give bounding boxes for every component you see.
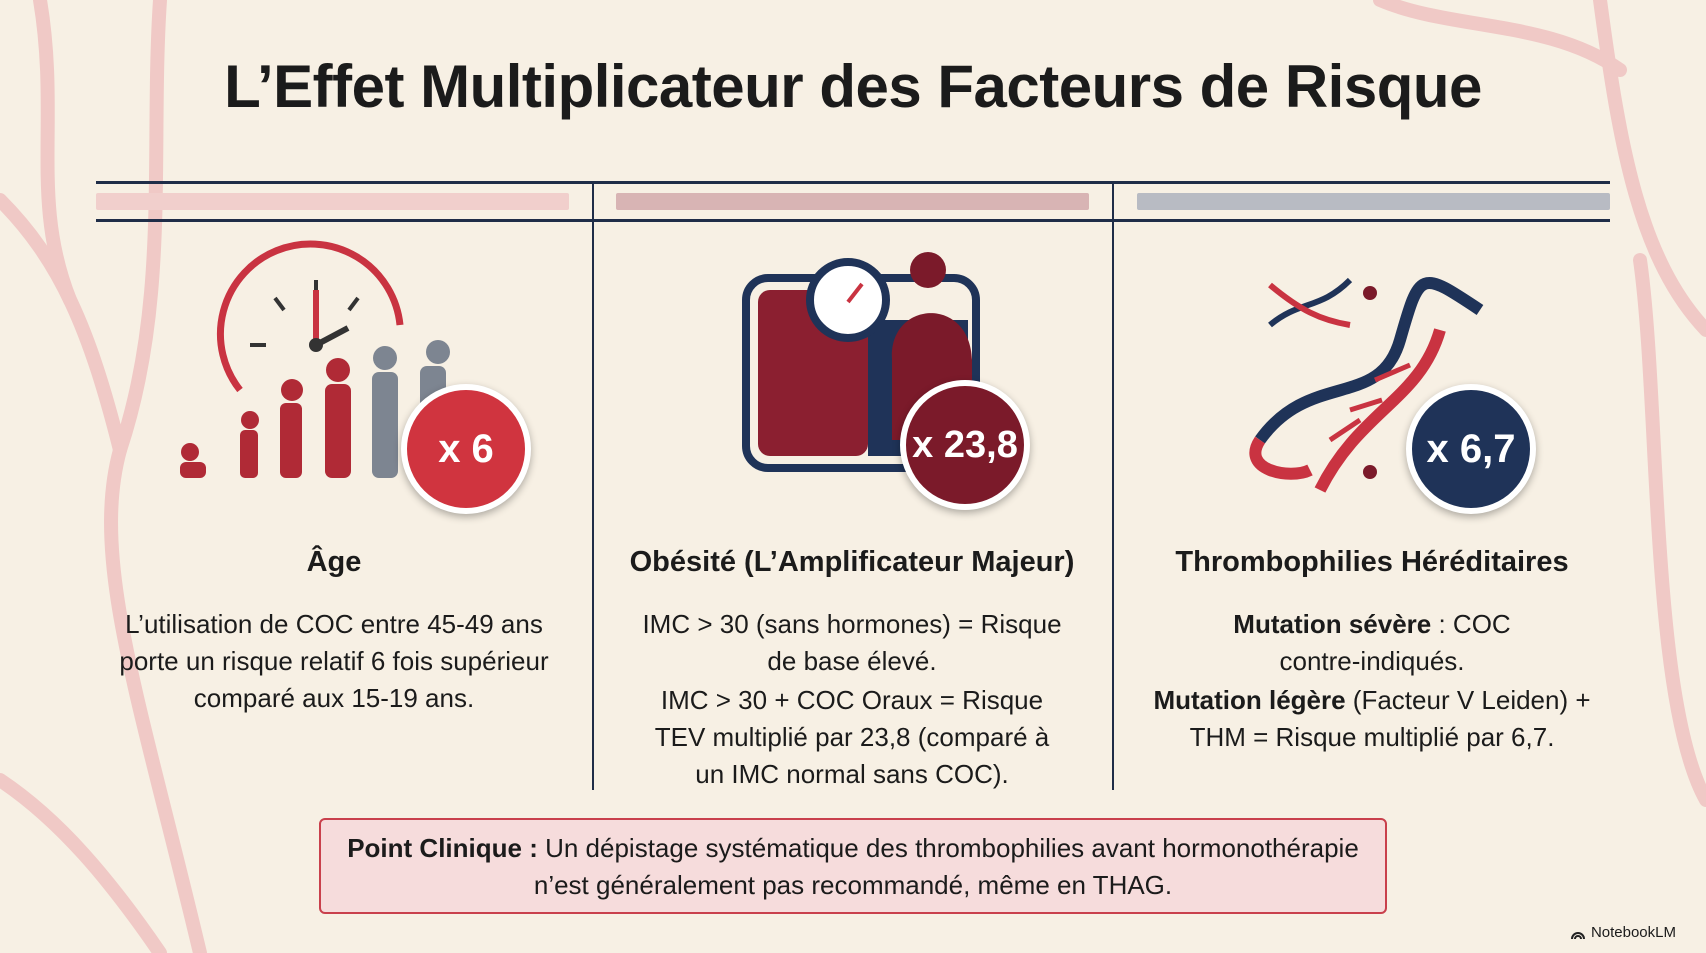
mild-mutation-label: Mutation légère bbox=[1153, 685, 1346, 715]
clinical-point-callout: Point Clinique : Un dépistage systématiq… bbox=[319, 818, 1387, 914]
obesity-column: x 23,8 bbox=[600, 240, 1110, 540]
notebooklm-icon bbox=[1570, 931, 1585, 939]
age-line: L’utilisation de COC entre 45-49 ans por… bbox=[119, 609, 549, 713]
scale-person-icon bbox=[742, 252, 980, 472]
dna-icon bbox=[1249, 277, 1484, 493]
column-divider bbox=[592, 181, 594, 790]
obesity-header-bar bbox=[616, 193, 1089, 210]
thrombo-heading: Thrombophilies Héréditaires bbox=[1175, 546, 1569, 578]
age-multiplier-badge: x 6 bbox=[401, 384, 531, 514]
thrombo-line: Mutation sévère : COC contre-indiqués. bbox=[1112, 606, 1632, 680]
column-divider bbox=[1112, 181, 1114, 790]
obesity-multiplier-badge: x 23,8 bbox=[900, 380, 1030, 510]
divider bbox=[96, 181, 1610, 184]
age-heading: Âge bbox=[306, 546, 362, 578]
obesity-line: IMC > 30 + COC Oraux = Risque TEV multip… bbox=[654, 685, 1050, 789]
age-column: x 6 bbox=[80, 240, 590, 540]
severe-mutation-text: : COC contre-indiqués. bbox=[1279, 609, 1511, 676]
thrombo-text: Mutation sévère : COC contre-indiqués. M… bbox=[1112, 606, 1632, 758]
divider bbox=[96, 219, 1610, 222]
obesity-line: IMC > 30 (sans hormones) = Risque de bas… bbox=[642, 609, 1062, 676]
thrombo-line: Mutation légère (Facteur V Leiden) + THM… bbox=[1112, 682, 1632, 756]
callout-text: Un dépistage systématique des thrombophi… bbox=[533, 833, 1359, 900]
mild-mutation-text: (Facteur V Leiden) + THM = Risque multip… bbox=[1189, 685, 1591, 752]
age-text: L’utilisation de COC entre 45-49 ans por… bbox=[74, 606, 594, 719]
callout-label: Point Clinique : bbox=[347, 833, 538, 863]
clock-aging-icon bbox=[180, 240, 450, 478]
page-title: L’Effet Multiplicateur des Facteurs de R… bbox=[224, 53, 1482, 120]
thrombo-multiplier-badge: x 6,7 bbox=[1406, 384, 1536, 514]
thrombo-column: x 6,7 bbox=[1120, 240, 1630, 540]
age-header-bar bbox=[96, 193, 569, 210]
severe-mutation-label: Mutation sévère bbox=[1233, 609, 1432, 639]
thrombo-header-bar bbox=[1137, 193, 1610, 210]
obesity-heading: Obésité (L’Amplificateur Majeur) bbox=[629, 546, 1075, 578]
notebooklm-logo: NotebookLM bbox=[1570, 924, 1676, 941]
logo-text: NotebookLM bbox=[1590, 924, 1676, 941]
obesity-text: IMC > 30 (sans hormones) = Risque de bas… bbox=[592, 606, 1112, 795]
